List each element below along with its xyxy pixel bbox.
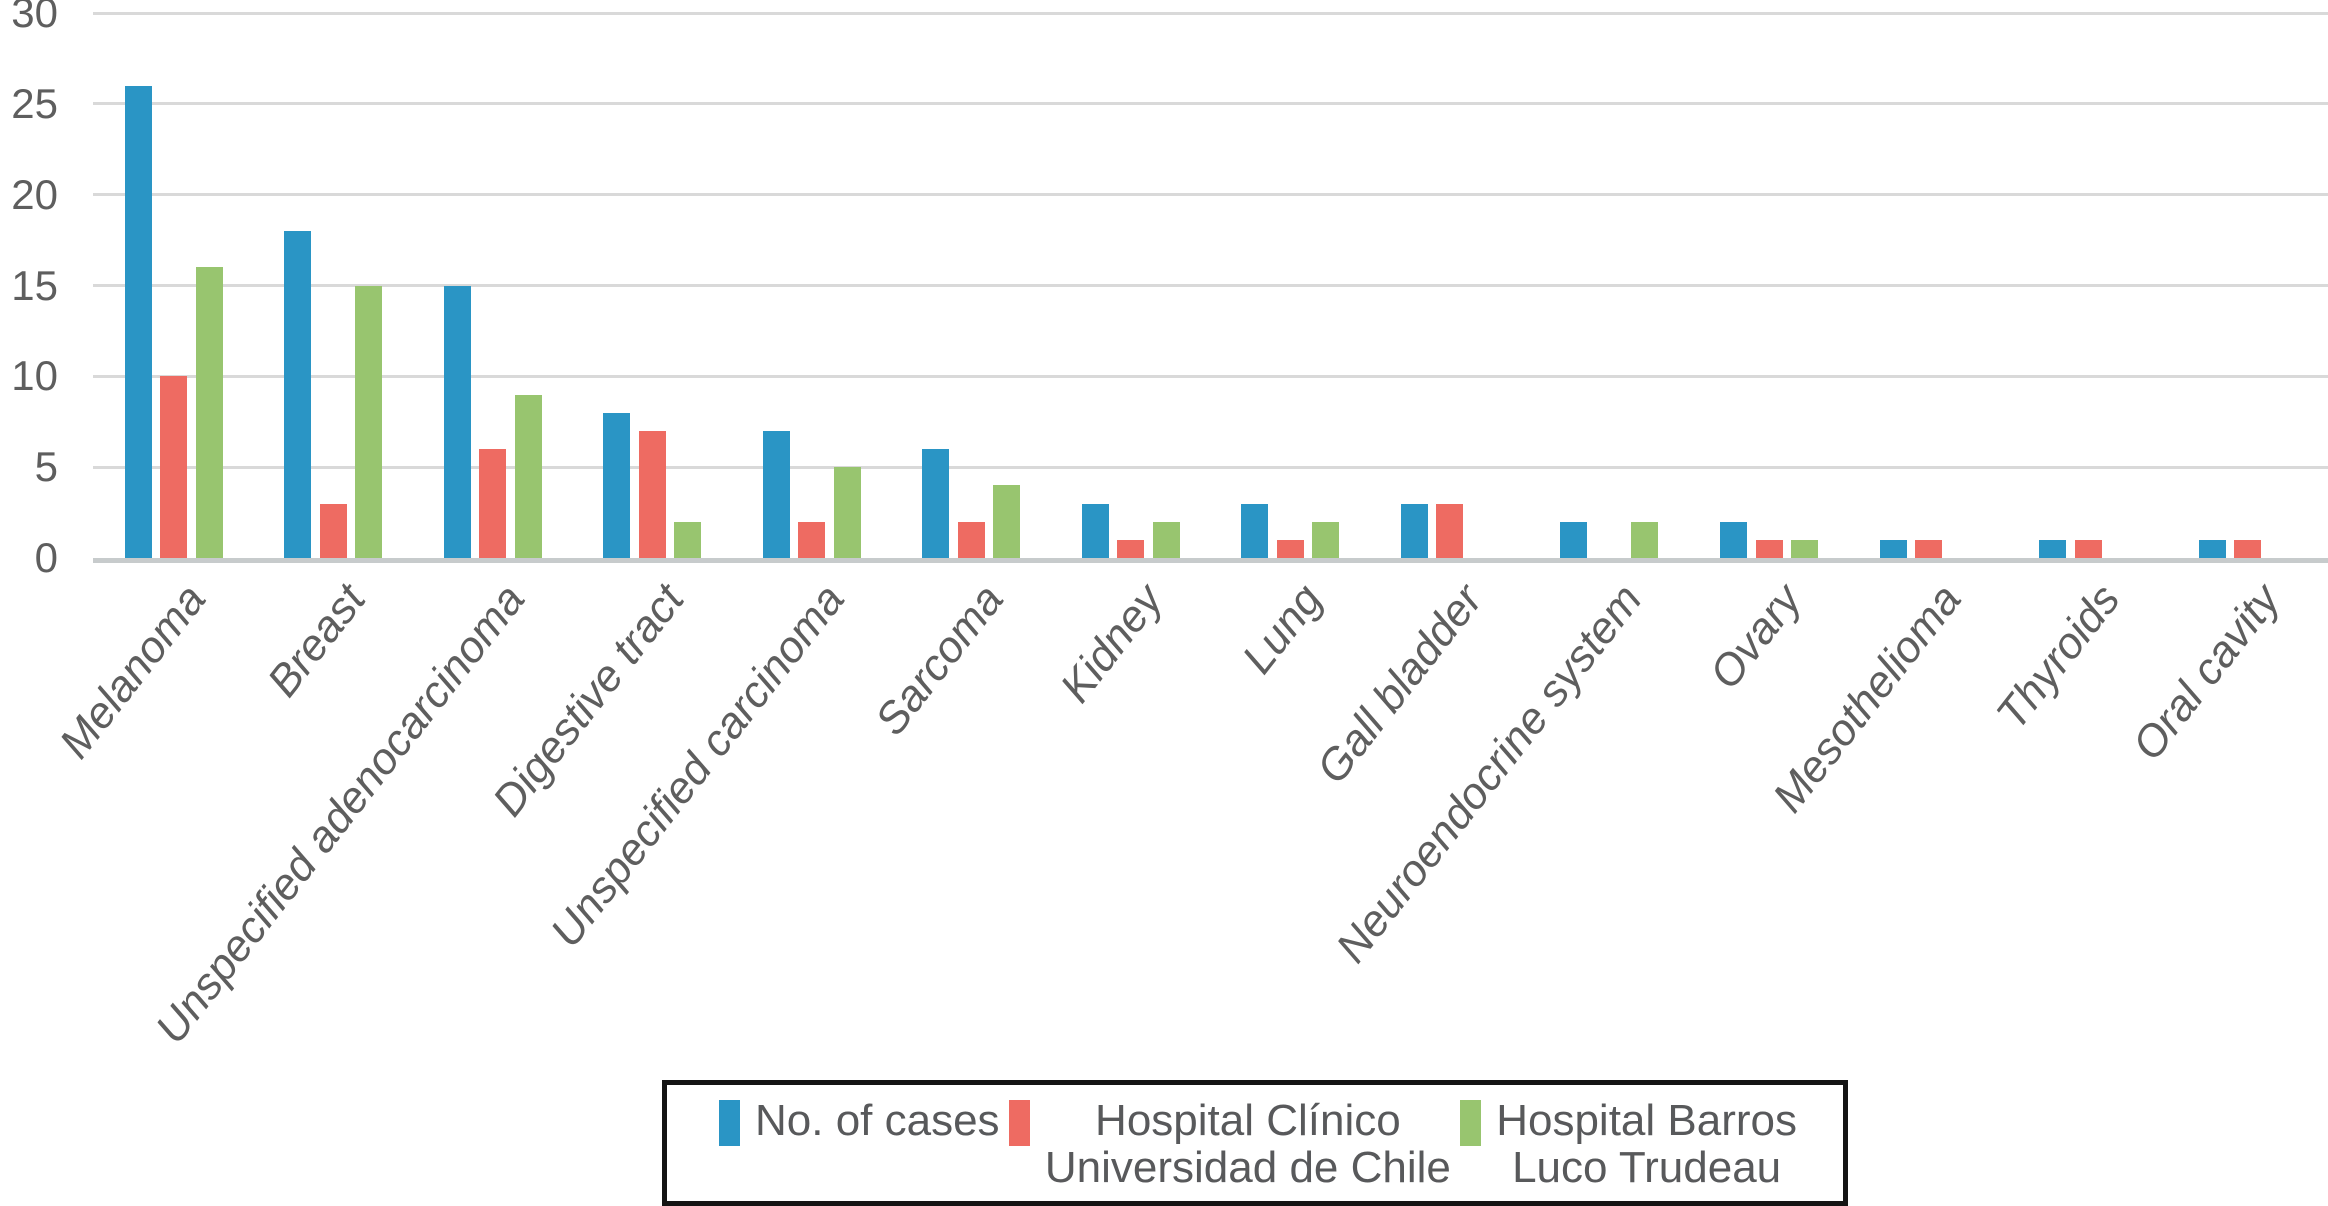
bar — [1755, 539, 1783, 558]
bar — [124, 85, 152, 558]
bar — [2234, 539, 2262, 558]
bar — [1400, 503, 1428, 558]
bar — [833, 467, 861, 558]
bar — [1152, 521, 1180, 558]
bar — [195, 267, 223, 558]
legend-label-line: Luco Trudeau — [1512, 1143, 1782, 1192]
bar — [762, 430, 790, 558]
bar — [1560, 521, 1588, 558]
legend-item: No. of cases — [719, 1097, 1000, 1146]
x-category-label: Gall bladder — [1307, 575, 1492, 793]
bar — [1276, 539, 1304, 558]
legend-label-line: Hospital Clínico — [1095, 1096, 1401, 1145]
bar — [443, 285, 471, 558]
x-category-label: Melanoma — [50, 575, 216, 768]
legend-label-line: No. of cases — [755, 1096, 1000, 1145]
bar — [284, 231, 312, 558]
y-tick-label: 10 — [11, 352, 58, 400]
gridline — [93, 11, 2328, 15]
legend-label: Hospital Clínico Universidad de Chile — [1045, 1097, 1451, 1191]
legend-swatch-hospital-clinico — [1008, 1100, 1030, 1146]
x-category-label: Lung — [1233, 575, 1333, 683]
bar — [514, 394, 542, 558]
x-category-label: Kidney — [1051, 575, 1173, 712]
x-category-label: Oral cavity — [2122, 575, 2290, 770]
gridline — [93, 374, 2328, 378]
legend-item: Hospital Clínico Universidad de Chile — [1008, 1097, 1451, 1191]
bar — [319, 503, 347, 558]
bar — [160, 376, 187, 558]
x-category-label: Sarcoma — [866, 575, 1014, 745]
gridline — [93, 193, 2328, 197]
bar — [1436, 503, 1464, 558]
x-category-label: Neuroendocrine system — [1326, 575, 1652, 972]
y-tick-label: 20 — [11, 170, 58, 218]
gridline — [93, 284, 2328, 287]
bar — [798, 521, 826, 558]
bar — [1915, 539, 1943, 558]
y-tick-label: 25 — [11, 79, 58, 127]
y-tick-label: 0 — [34, 534, 58, 581]
bar — [1791, 539, 1818, 558]
bar — [1631, 521, 1659, 558]
legend-label-line: Hospital Barros — [1496, 1096, 1797, 1145]
bar — [957, 521, 985, 558]
legend-swatch-hospital-barros — [1460, 1100, 1482, 1146]
gridline — [93, 102, 2328, 106]
x-category-label: Ovary — [1699, 575, 1811, 699]
legend: No. of cases Hospital Clínico Universida… — [662, 1080, 1848, 1206]
bar — [1879, 539, 1907, 558]
y-tick-label: 15 — [11, 261, 58, 309]
bar — [674, 521, 702, 558]
x-axis-line — [93, 558, 2328, 563]
bar — [1117, 539, 1145, 558]
bar — [1312, 521, 1340, 558]
x-category-label: Thyroids — [1987, 575, 2130, 739]
bar — [355, 285, 383, 558]
bar — [922, 449, 950, 558]
bar — [638, 430, 666, 558]
bar — [1720, 521, 1747, 558]
bar — [1081, 503, 1109, 558]
legend-label-line: Universidad de Chile — [1044, 1143, 1451, 1192]
y-tick-label: 5 — [34, 443, 58, 491]
x-category-label: Breast — [257, 575, 375, 706]
legend-label: No. of cases — [755, 1097, 1000, 1144]
x-category-label: Unspecified carcinoma — [540, 575, 854, 957]
bar — [2198, 539, 2226, 558]
legend-item: Hospital Barros Luco Trudeau — [1460, 1097, 1797, 1191]
bar — [2039, 539, 2067, 558]
bar — [479, 449, 507, 558]
legend-swatch-no-of-cases — [719, 1100, 740, 1146]
bar — [993, 485, 1021, 558]
bar — [1241, 503, 1269, 558]
bar — [603, 412, 631, 558]
gridline — [93, 465, 2328, 469]
y-tick-label: 30 — [11, 0, 58, 36]
bar — [2074, 539, 2102, 558]
legend-label: Hospital Barros Luco Trudeau — [1496, 1097, 1797, 1191]
